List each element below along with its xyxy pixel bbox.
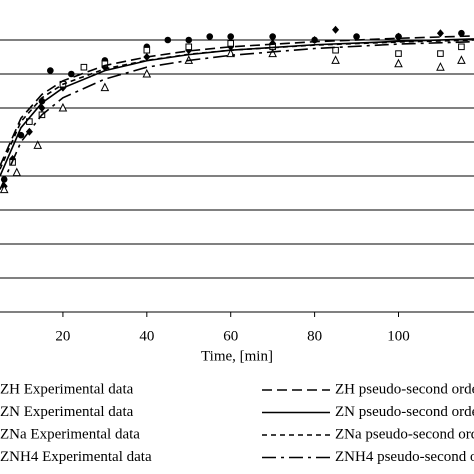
x-tick-label: 60 (223, 328, 238, 344)
point (143, 46, 151, 54)
point (68, 70, 75, 78)
x-tick-label: 20 (55, 328, 70, 344)
legend-label: ZN Experimental data (0, 404, 134, 420)
point (142, 68, 152, 78)
point (185, 36, 193, 44)
point (0, 184, 9, 194)
point (80, 63, 88, 71)
point (458, 29, 465, 37)
point (47, 67, 54, 74)
x-tick-label: 40 (139, 328, 154, 344)
x-tick-label: 100 (387, 328, 410, 344)
point (458, 43, 465, 51)
legend-label: ZH Experimental data (0, 381, 134, 397)
point (185, 43, 193, 51)
point (17, 131, 25, 139)
point (268, 48, 277, 58)
legend-label: ZNa pseudo-second order (335, 426, 474, 442)
fit-line (0, 40, 474, 190)
point (227, 33, 235, 40)
point (436, 29, 444, 38)
point (332, 46, 339, 54)
point (395, 50, 402, 57)
point (269, 33, 276, 40)
point (353, 33, 360, 40)
point (33, 140, 43, 149)
legend-label: ZN pseudo-second order (335, 404, 474, 420)
point (164, 36, 172, 44)
point (206, 33, 214, 40)
point (12, 167, 22, 177)
point (331, 55, 340, 64)
x-axis-label: Time, [min] (201, 348, 273, 364)
x-tick-label: 80 (307, 328, 322, 344)
point (394, 58, 403, 68)
point (437, 50, 444, 57)
fit-line (0, 38, 474, 177)
point (457, 55, 466, 64)
point (436, 62, 445, 71)
legend-label: ZNa Experimental data (0, 426, 140, 442)
point (100, 82, 110, 92)
point (332, 25, 340, 34)
fit-line (0, 39, 474, 170)
fit-line (0, 35, 474, 167)
legend-label: ZNH4 Experimental data (0, 449, 152, 465)
legend-label: ZH pseudo-second order (335, 381, 474, 397)
point (101, 60, 109, 68)
legend-label: ZNH4 pseudo-second order (335, 449, 474, 465)
point (58, 102, 68, 112)
point (227, 40, 235, 47)
